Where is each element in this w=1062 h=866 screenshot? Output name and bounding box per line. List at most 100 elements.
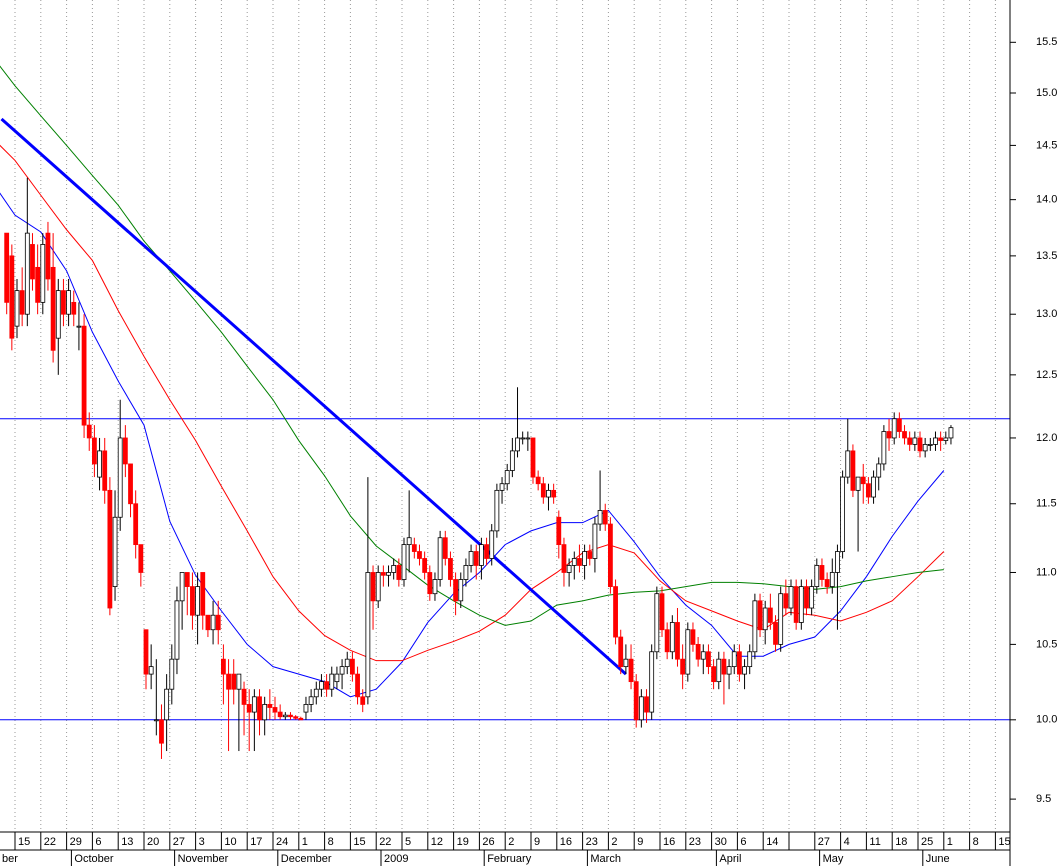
candle-body <box>902 431 907 439</box>
candle-body <box>613 586 618 638</box>
candle-body <box>422 558 428 573</box>
candle-body <box>788 586 794 609</box>
candle-body <box>597 510 603 525</box>
candle-body <box>277 711 283 718</box>
candle-body <box>896 418 902 432</box>
x-tick-label: 11 <box>869 836 880 848</box>
candle-body <box>71 301 77 315</box>
plot <box>0 65 1010 759</box>
x-tick-label: 12 <box>431 836 443 848</box>
candle-body <box>659 593 665 631</box>
candle-body <box>55 290 61 339</box>
x-tick-label: 8 <box>328 836 334 848</box>
month-label: June <box>926 853 950 865</box>
month-label: October <box>74 853 113 865</box>
candle-body <box>571 558 577 566</box>
candle-body <box>184 572 190 587</box>
candle-body <box>257 696 262 721</box>
candle-body <box>582 551 587 566</box>
y-tick-label: 10.0 <box>1036 714 1057 726</box>
candle-body <box>933 437 938 445</box>
candle-body <box>608 523 613 587</box>
x-tick-label: 16 <box>560 836 572 848</box>
x-tick-label: 1 <box>302 836 308 848</box>
candle-body <box>313 688 319 698</box>
candle-body <box>762 607 768 631</box>
candle-body <box>344 658 350 668</box>
candle-body <box>334 673 340 683</box>
candle-body <box>778 593 784 645</box>
x-tick-label: 9 <box>637 836 643 848</box>
candle-body <box>107 489 113 609</box>
candle-body <box>535 476 541 485</box>
candle-body <box>231 673 237 690</box>
x-tick-label: 27 <box>818 836 830 848</box>
candle-body <box>731 651 737 668</box>
y-tick-label: 12.0 <box>1036 432 1057 444</box>
candle-body <box>685 629 691 675</box>
candle-body <box>365 572 371 698</box>
candle-body <box>484 544 489 559</box>
candle-body <box>664 629 670 653</box>
candle-body <box>200 572 206 616</box>
y-tick-label: 10.5 <box>1036 638 1057 650</box>
candle-body <box>804 586 809 609</box>
trendline <box>0 117 627 676</box>
candle-body <box>623 658 629 668</box>
candle-body <box>262 704 268 721</box>
candle-body <box>190 586 195 616</box>
month-label: 2009 <box>384 853 408 865</box>
x-tick-label: 8 <box>973 836 979 848</box>
candle-body <box>143 629 149 675</box>
candle-body <box>577 558 582 566</box>
x-tick-label: 14 <box>766 836 778 848</box>
candle-body <box>380 572 386 576</box>
month-label: May <box>823 853 844 865</box>
candle-body <box>783 593 789 609</box>
candle-body <box>329 673 335 690</box>
candle-body <box>566 565 572 573</box>
candle-body <box>251 696 257 713</box>
candle-body <box>308 696 314 705</box>
x-tick-label: 15 <box>18 836 30 848</box>
candle-body <box>742 666 747 675</box>
candle-body <box>375 572 381 602</box>
x-tick-label: 22 <box>44 836 56 848</box>
candle-body <box>241 688 247 705</box>
x-tick-label: 16 <box>663 836 675 848</box>
candle-body <box>850 450 856 491</box>
x-tick-label: 4 <box>844 836 850 848</box>
candle-body <box>886 431 892 439</box>
candle-body <box>499 483 505 491</box>
y-tick-label: 13.5 <box>1036 250 1057 262</box>
candle-body <box>76 325 82 328</box>
x-tick-label: 13 <box>121 836 133 848</box>
moving-average <box>0 192 945 698</box>
candle-body <box>829 572 835 587</box>
x-tick-label: 19 <box>457 836 469 848</box>
candle-body <box>845 450 851 478</box>
moving-average <box>0 65 944 626</box>
y-tick-label: 11.0 <box>1036 566 1057 578</box>
candle-body <box>628 658 634 683</box>
candle-body <box>236 673 242 690</box>
candle-body <box>835 551 840 573</box>
candle-body <box>112 516 118 587</box>
candle-body <box>30 244 35 280</box>
candle-body <box>592 523 598 559</box>
month-label: March <box>590 853 621 865</box>
candle-body <box>267 704 273 708</box>
month-label: December <box>281 853 332 865</box>
x-tick-label: 27 <box>173 836 185 848</box>
y-tick-label: 11.5 <box>1036 498 1057 510</box>
candle-body <box>9 255 15 339</box>
candle-body <box>468 551 474 566</box>
x-tick-label: 23 <box>689 836 701 848</box>
candle-body <box>391 565 397 573</box>
candle-body <box>948 427 954 439</box>
candle-body <box>478 544 484 566</box>
candle-body <box>138 544 144 573</box>
month-label: April <box>719 853 741 865</box>
candle-body <box>19 290 25 315</box>
x-tick-label: 30 <box>715 836 727 848</box>
